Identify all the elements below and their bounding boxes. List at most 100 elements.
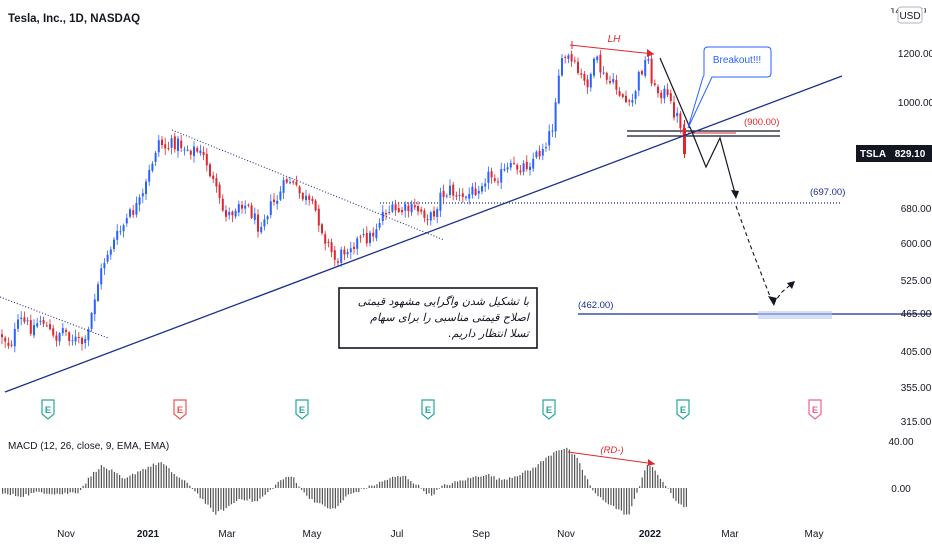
candle-body <box>61 328 64 334</box>
candle-body <box>132 210 135 215</box>
candle-body <box>10 344 13 346</box>
candle-body <box>285 179 288 183</box>
candle-body <box>490 171 493 178</box>
earnings-marker[interactable]: E <box>542 399 556 420</box>
price-tick-label: 355.00 <box>901 383 932 394</box>
macd-bar <box>548 455 550 488</box>
candle-body <box>343 249 346 255</box>
macd-bar <box>657 474 659 488</box>
macd-bar <box>423 488 425 492</box>
candle-body <box>474 188 477 195</box>
macd-bar <box>412 483 414 488</box>
macd-bar <box>626 488 628 515</box>
candle-body <box>580 73 583 75</box>
candle-body <box>426 219 429 221</box>
macd-bar <box>389 478 391 488</box>
candle-body <box>586 79 589 88</box>
candle-body <box>234 210 237 217</box>
macd-bar <box>280 480 282 488</box>
candle-body <box>445 195 448 197</box>
macd-bar <box>639 486 641 488</box>
macd-bar <box>503 479 505 488</box>
time-axis[interactable]: Nov 2021 Mar May Jul Sep Nov 2022 Mar May <box>57 529 823 540</box>
macd-bar <box>488 473 490 488</box>
macd-bar <box>132 473 134 488</box>
candle-body <box>65 329 67 332</box>
earnings-marker-label: E <box>177 405 183 416</box>
candle-body <box>593 58 595 76</box>
macd-bar <box>272 488 274 489</box>
macd-bar <box>134 474 136 488</box>
macd-bar <box>197 488 199 494</box>
macd-bar <box>293 477 295 488</box>
macd-bar <box>223 488 225 511</box>
macd-bar <box>2 488 4 494</box>
candle-body <box>250 205 253 218</box>
macd-bar <box>243 488 245 501</box>
candle-body <box>394 204 397 211</box>
resistance-line <box>659 57 691 129</box>
earnings-marker[interactable]: E <box>676 399 690 420</box>
symbol-tag-bg <box>856 145 890 162</box>
candle-body <box>122 225 125 232</box>
candle-body <box>212 175 215 179</box>
macd-bar <box>46 488 48 494</box>
macd-bar <box>475 476 477 488</box>
price-axis[interactable]: 1200.00 1000.00 680.00 600.00 525.00 465.00 40… <box>890 49 932 428</box>
candlestick-series <box>1 50 686 353</box>
earnings-marker[interactable]: E <box>295 399 309 420</box>
macd-bar <box>584 475 586 488</box>
candle-body <box>564 56 567 58</box>
candle-body <box>365 233 368 244</box>
earnings-marker[interactable]: E <box>41 399 55 420</box>
candle-body <box>247 204 250 206</box>
macd-bar <box>290 476 292 488</box>
candle-body <box>81 337 83 345</box>
candle-body <box>202 151 205 156</box>
candle-body <box>183 149 186 151</box>
candle-body <box>673 102 675 118</box>
candle-body <box>295 181 298 185</box>
candle-body <box>154 152 157 162</box>
candle-body <box>317 208 320 226</box>
macd-bar <box>480 476 482 488</box>
earnings-marker[interactable]: E <box>173 399 187 420</box>
macd-bar <box>631 488 633 507</box>
breakout-label: Breakout!!! <box>713 55 761 66</box>
macd-bar <box>129 475 131 488</box>
macd-bar <box>446 484 448 488</box>
macd-bar <box>462 480 464 488</box>
price-tick-label: 1200.00 <box>898 49 932 60</box>
candle-body <box>45 325 48 327</box>
candle-body <box>77 337 80 339</box>
currency-button[interactable]: USD <box>897 6 923 24</box>
candle-body <box>49 324 51 330</box>
candle-body <box>145 181 147 195</box>
descending-trendline-2 <box>171 129 445 241</box>
candle-body <box>13 328 16 347</box>
candle-body <box>369 232 371 244</box>
candle-body <box>676 112 679 117</box>
macd-bar <box>207 488 209 505</box>
macd-bar <box>553 452 555 488</box>
macd-bar <box>376 484 378 488</box>
macd-bar <box>17 488 19 497</box>
time-tick-label: Mar <box>218 529 236 540</box>
macd-bar <box>602 488 604 501</box>
macd-bar <box>628 488 630 515</box>
macd-bar <box>576 457 578 488</box>
candle-body <box>509 162 512 168</box>
macd-bar <box>449 485 451 488</box>
candle-body <box>327 242 330 244</box>
candle-body <box>522 163 525 172</box>
macd-bar <box>113 471 115 488</box>
earnings-marker[interactable]: E <box>421 399 435 420</box>
macd-bar <box>176 476 178 488</box>
macd-bar <box>683 488 685 508</box>
earnings-marker[interactable]: E <box>808 399 822 420</box>
candle-body <box>423 210 426 218</box>
candle-body <box>615 79 618 90</box>
macd-bar <box>542 461 544 488</box>
macd-bar <box>537 464 539 488</box>
macd-bar <box>459 480 461 488</box>
